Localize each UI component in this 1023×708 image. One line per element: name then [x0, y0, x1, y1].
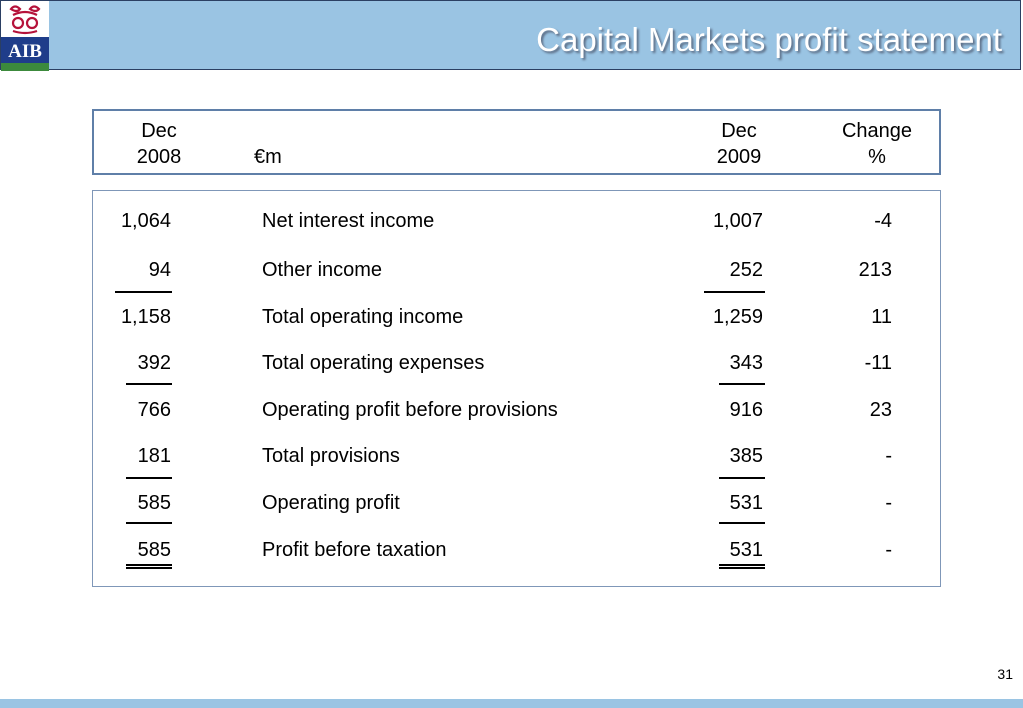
header-unit: €m [254, 146, 282, 168]
cell-change: - [885, 539, 892, 561]
title-bar: AIB Capital Markets profit statement [0, 0, 1021, 71]
cell-dec2009: 916 [729, 399, 763, 421]
cell-label: Total operating expenses [262, 352, 485, 374]
cell-dec2008: 585 [137, 492, 171, 514]
cell-dec2008: 181 [137, 445, 171, 467]
subtotal-rule-2008 [126, 522, 172, 524]
total-double-rule-2008 [126, 564, 172, 569]
subtotal-rule-2009 [719, 477, 765, 479]
aib-logo: AIB [1, 1, 49, 71]
header-dec2009-year: 2009 [716, 146, 762, 168]
cell-change: - [885, 445, 892, 467]
cell-dec2008: 392 [137, 352, 171, 374]
cell-label: Operating profit [262, 492, 400, 514]
subtotal-rule-2009 [719, 522, 765, 524]
header-change-unit: % [868, 146, 886, 168]
subtotal-rule-2009 [719, 383, 765, 385]
table-header-box [92, 109, 941, 175]
cell-change: 11 [871, 306, 892, 328]
cell-label: Total operating income [262, 306, 464, 328]
subtotal-rule-2008 [126, 383, 172, 385]
subtotal-rule-2008 [115, 291, 172, 293]
cell-label: Operating profit before provisions [262, 399, 558, 421]
logo-text: AIB [8, 41, 42, 62]
cell-dec2009: 385 [729, 445, 763, 467]
page-title: Capital Markets profit statement [536, 21, 1002, 58]
subtotal-rule-2008 [126, 477, 172, 479]
cell-dec2008: 1,158 [120, 306, 171, 328]
cell-change: - [885, 492, 892, 514]
cell-label: Total provisions [262, 445, 400, 467]
footer-bar [0, 699, 1023, 708]
cell-dec2008: 94 [148, 259, 171, 281]
header-dec2009-month: Dec [721, 120, 757, 142]
cell-dec2008: 585 [137, 539, 171, 561]
total-double-rule-2009 [719, 564, 765, 569]
page-number: 31 [997, 666, 1013, 682]
cell-change: 23 [869, 399, 892, 421]
cell-dec2009: 343 [729, 352, 763, 374]
cell-change: -11 [864, 352, 892, 374]
cell-label: Other income [262, 259, 383, 281]
cell-change: 213 [858, 259, 892, 281]
table-body-box [92, 190, 941, 587]
cell-dec2008: 766 [137, 399, 171, 421]
cell-change: -4 [874, 210, 892, 232]
cell-dec2009: 531 [729, 539, 763, 561]
cell-dec2008: 1,064 [120, 210, 171, 232]
header-change: Change [841, 120, 913, 142]
cell-label: Net interest income [262, 210, 435, 232]
cell-dec2009: 252 [729, 259, 763, 281]
cell-dec2009: 1,259 [712, 306, 763, 328]
cell-label: Profit before taxation [262, 539, 447, 561]
header-dec2008-year: 2008 [136, 146, 182, 168]
header-dec2008-month: Dec [141, 120, 177, 142]
cell-dec2009: 1,007 [712, 210, 763, 232]
subtotal-rule-2009 [704, 291, 765, 293]
cell-dec2009: 531 [729, 492, 763, 514]
